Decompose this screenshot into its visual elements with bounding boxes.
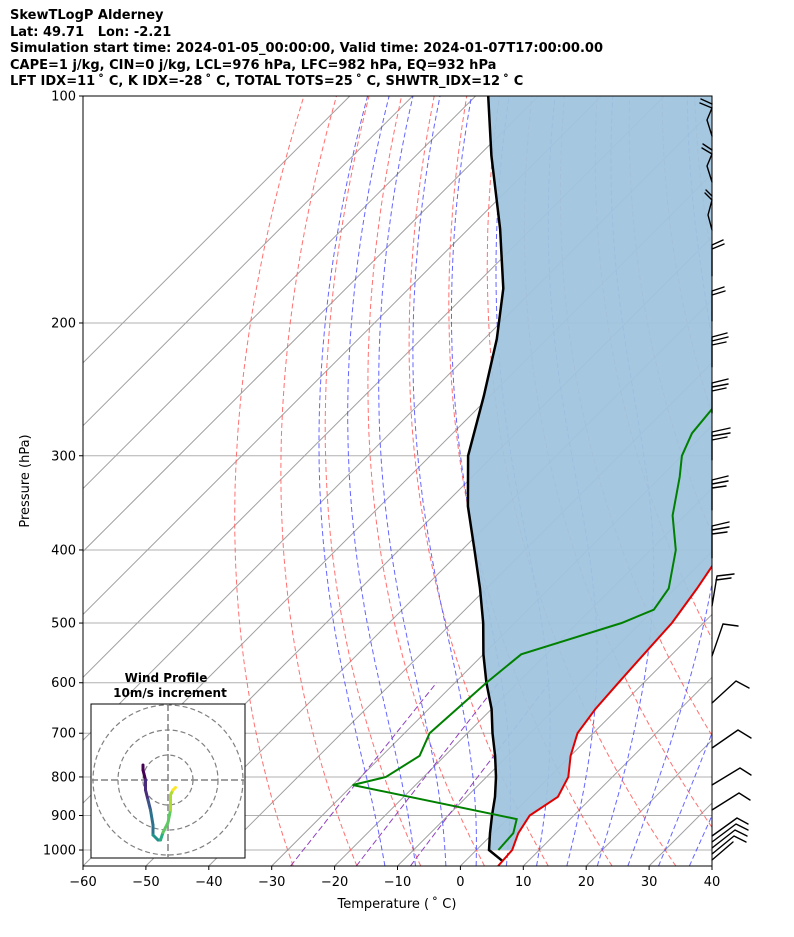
- x-tick-label: 30: [641, 875, 658, 890]
- hodograph-title: Wind Profile: [125, 671, 208, 685]
- moist-adiabat: [318, 96, 386, 866]
- header-simulation-time: Simulation start time: 2024-01-05_00:00:…: [10, 41, 603, 56]
- y-tick-label: 500: [51, 617, 76, 632]
- isotherm-line: [334, 487, 712, 866]
- hodograph-segment: [149, 808, 155, 827]
- wind-barbs: [699, 95, 752, 867]
- hodograph-rings: [91, 704, 245, 858]
- hodograph-segment: [141, 768, 147, 782]
- mixing-ratio-line: [355, 682, 499, 866]
- dry-adiabat: [280, 96, 358, 866]
- moist-adiabat: [378, 96, 447, 866]
- y-tick-label: 300: [51, 449, 76, 464]
- hodograph-subtitle: 10m/s increment: [113, 686, 227, 700]
- y-tick-label: 700: [51, 727, 76, 742]
- x-tick-label: 40: [704, 875, 721, 890]
- isotherm-line: [522, 676, 712, 866]
- wind-profile-hodograph: Wind Profile 10m/s increment: [90, 671, 246, 859]
- dry-adiabat: [727, 96, 794, 866]
- x-tick-label: −40: [195, 875, 222, 890]
- moist-adiabat: [347, 96, 416, 866]
- sounding-header: SkewTLogP Alderney Lat: 49.71 Lon: -2.21…: [10, 8, 603, 91]
- isotherm-line: [83, 96, 414, 427]
- header-cape-cin: CAPE=1 j/kg, CIN=0 j/kg, LCL=976 hPa, LF…: [10, 57, 497, 73]
- parcel-profile-line: [466, 96, 505, 863]
- hodograph-trace: [141, 763, 177, 842]
- x-tick-label: 10: [515, 875, 532, 890]
- temperature-line: [497, 564, 712, 866]
- x-tick-label: −20: [321, 875, 348, 890]
- dry-adiabat: [760, 96, 794, 866]
- y-tick-label: 1000: [43, 844, 76, 859]
- x-tick-label: 0: [456, 875, 464, 890]
- x-tick-label: −10: [384, 875, 411, 890]
- y-tick-label: 900: [51, 809, 76, 824]
- hodograph-segment: [144, 788, 150, 802]
- x-tick-label: −50: [132, 875, 159, 890]
- isotherm-line: [83, 96, 602, 616]
- x-tick-label: 20: [578, 875, 595, 890]
- y-axis-label: Pressure (hPa): [18, 434, 33, 527]
- pressure-axis-ticks: 100 200 300 400 500 600 700 800 900 1000: [43, 90, 83, 859]
- y-tick-label: 600: [51, 676, 76, 691]
- moist-adiabat: [658, 731, 712, 866]
- x-tick-label: −30: [258, 875, 285, 890]
- header-coordinates: Lat: 49.71 Lon: -2.21: [10, 24, 172, 40]
- y-tick-label: 200: [51, 316, 76, 331]
- header-indices: LFT IDX=11 ˚ C, K IDX=-28 ˚ C, TOTAL TOT…: [10, 74, 524, 89]
- hodograph-segment: [146, 798, 152, 812]
- hodograph-segment: [161, 821, 170, 834]
- isotherm-line: [83, 96, 539, 553]
- y-tick-label: 800: [51, 770, 76, 785]
- x-tick-label: −60: [69, 875, 96, 890]
- header-station: SkewTLogP Alderney: [10, 8, 164, 23]
- moist-adiabat: [720, 96, 794, 866]
- hodograph-segment: [166, 808, 172, 824]
- moist-adiabat: [752, 96, 794, 866]
- dry-adiabat: [324, 96, 422, 866]
- cape-shaded-area: [467, 96, 712, 850]
- dewpoint-line: [352, 407, 712, 851]
- y-tick-label: 400: [51, 543, 76, 558]
- dry-adiabat: [234, 96, 305, 866]
- isotherm-line: [83, 96, 476, 490]
- x-axis-label: Temperature ( ˚ C): [337, 896, 457, 912]
- moist-adiabat: [412, 96, 477, 866]
- dry-adiabat: [367, 96, 485, 866]
- temperature-axis-ticks: −60 −50 −40 −30 −20 −10 0 10 20 30 40: [69, 866, 720, 890]
- isotherm-line: [460, 613, 712, 866]
- mixing-ratio-line: [290, 682, 437, 866]
- hodograph-segment: [171, 786, 177, 792]
- isotherm-line: [83, 96, 351, 364]
- moist-adiabat: [627, 96, 712, 866]
- y-tick-label: 100: [51, 90, 76, 105]
